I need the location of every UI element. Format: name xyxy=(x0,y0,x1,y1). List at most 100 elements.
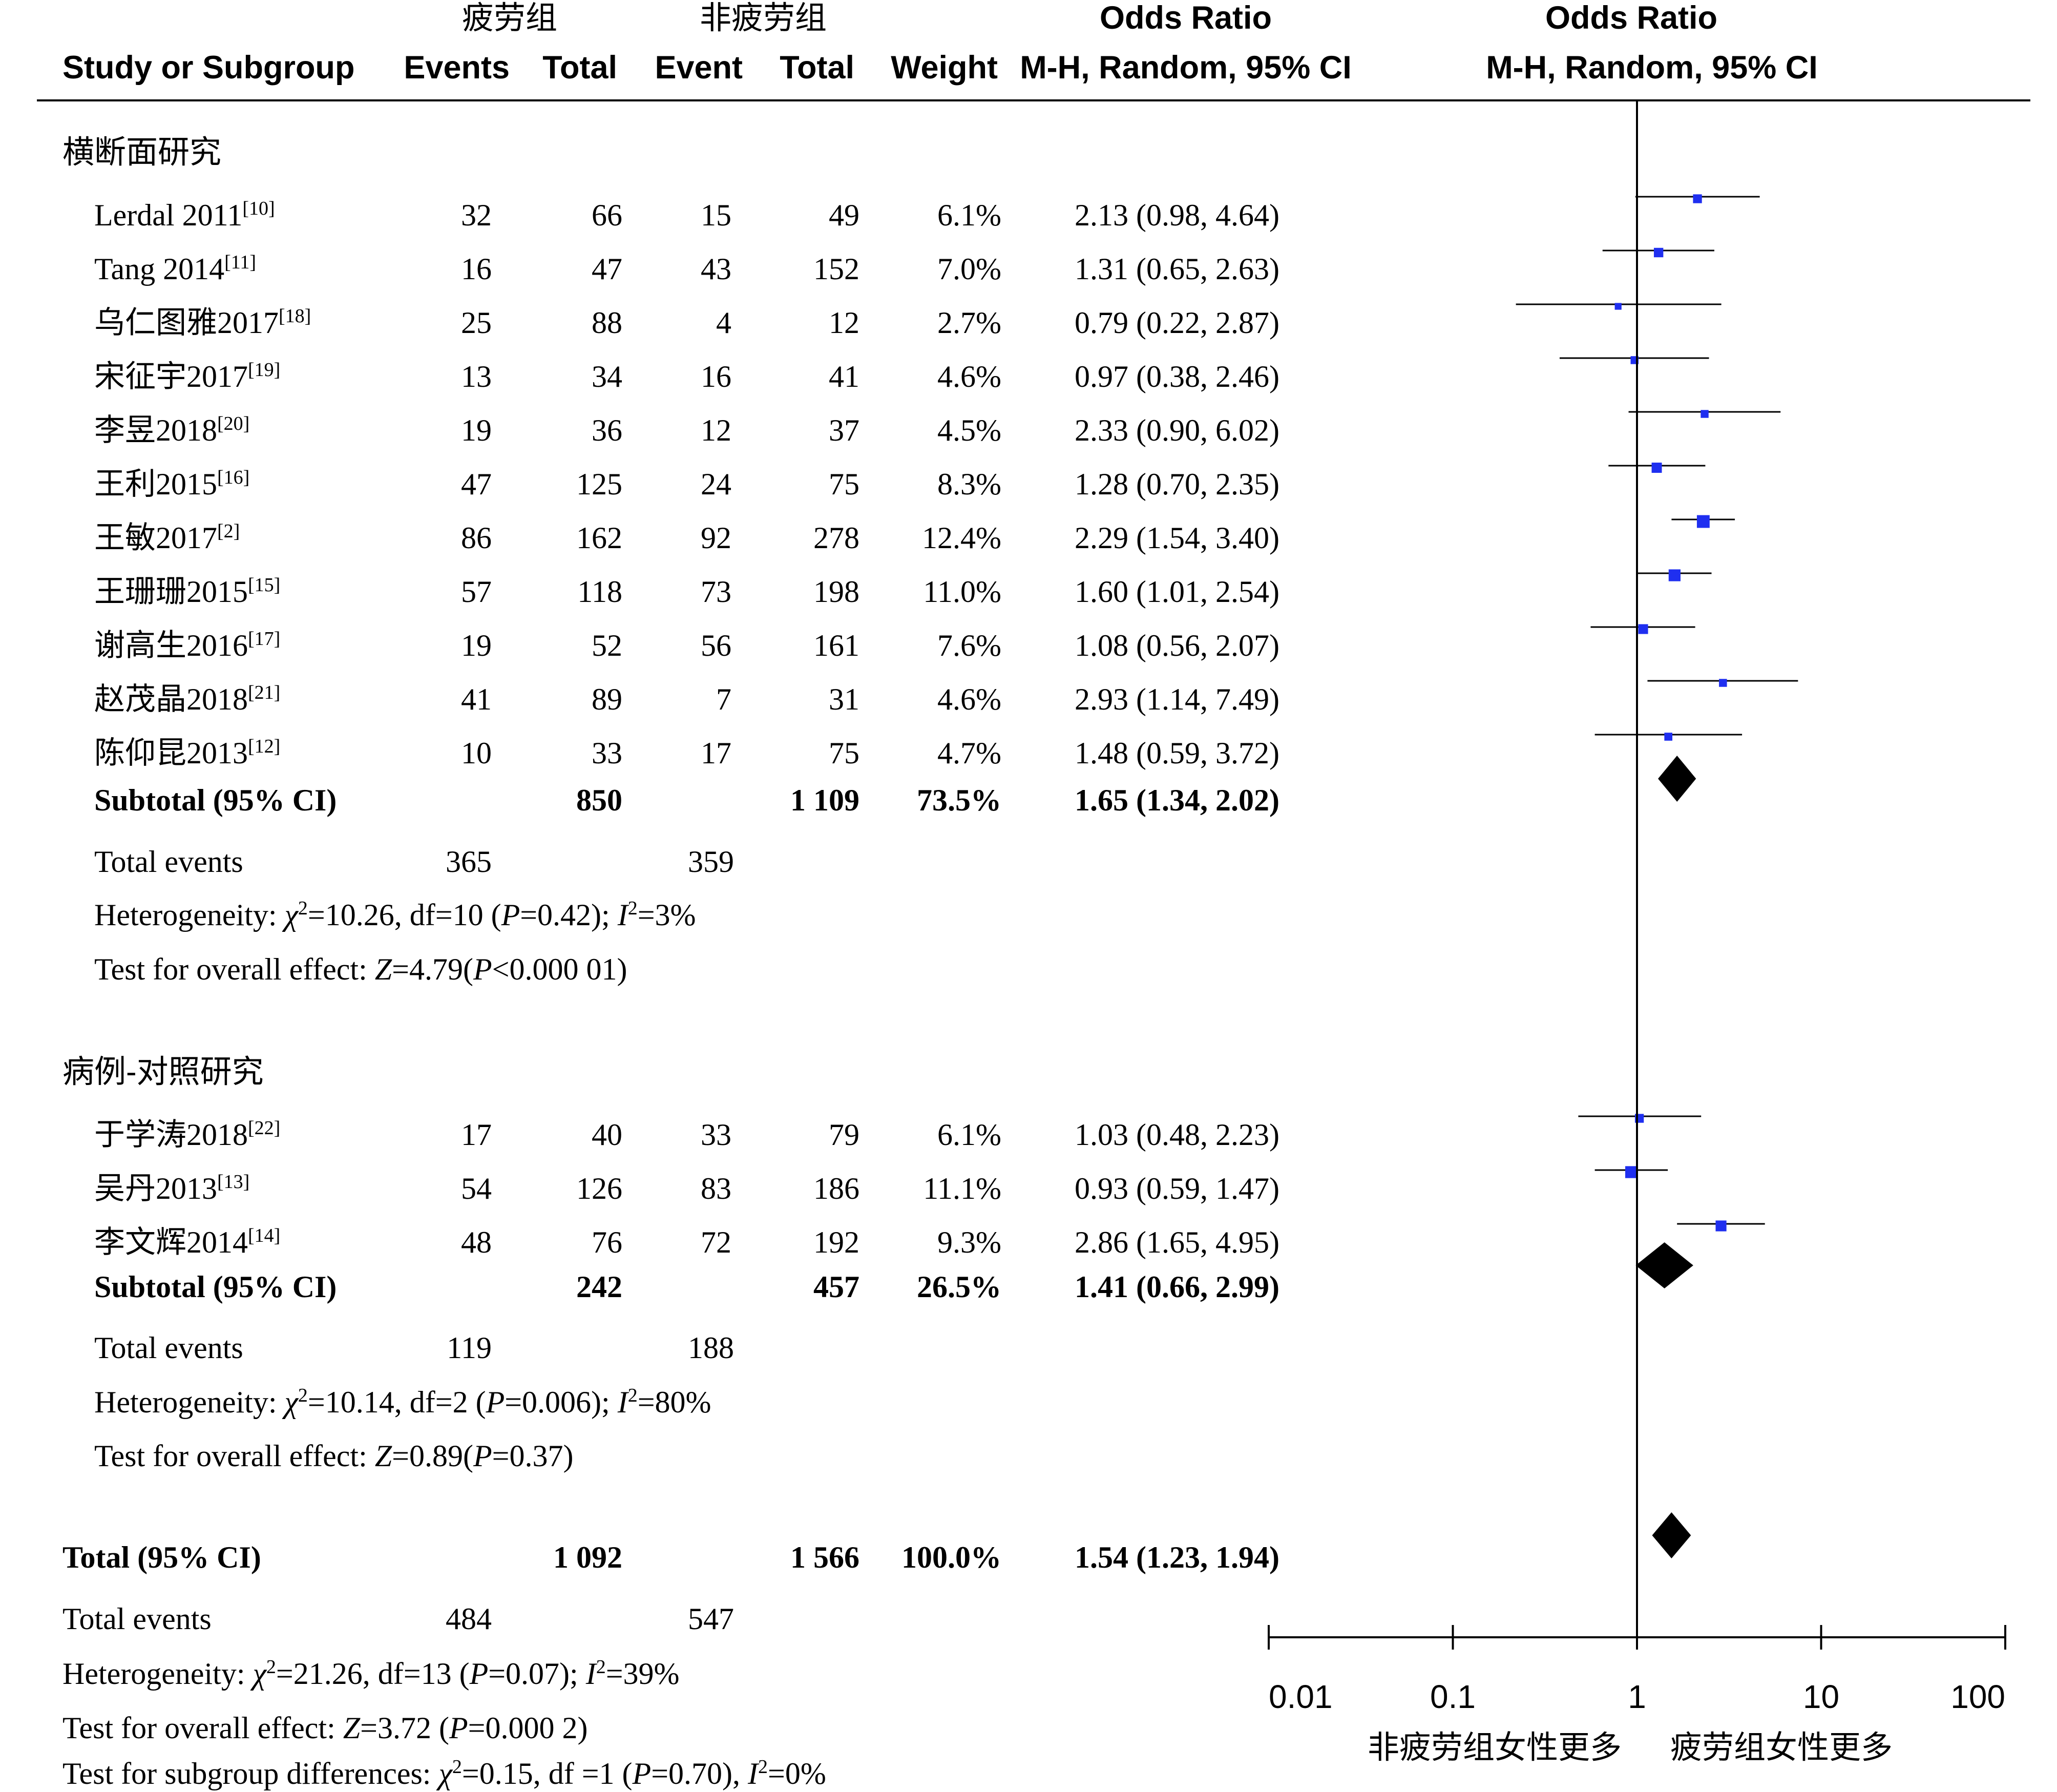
subtotal-1-total2: 1 109 xyxy=(790,783,859,817)
or-text-header: Odds Ratio xyxy=(1100,0,1272,36)
study-events1: 19 xyxy=(461,629,492,662)
study-weight: 7.6% xyxy=(937,629,1001,662)
weight-header: Weight xyxy=(891,50,998,86)
total-label: Total (95% CI) xyxy=(62,1540,261,1574)
study-total2: 75 xyxy=(829,467,859,501)
study-weight: 9.3% xyxy=(937,1225,1001,1259)
total-events-2-events1: 119 xyxy=(447,1331,492,1365)
events1-header: Events xyxy=(404,50,510,86)
study-events1: 41 xyxy=(461,682,492,716)
subtotal-2-label: Subtotal (95% CI) xyxy=(94,1270,337,1304)
study-weight: 4.7% xyxy=(937,736,1001,770)
study-weight: 2.7% xyxy=(937,306,1001,340)
total2-header: Total xyxy=(780,50,854,86)
total-events-events1: 484 xyxy=(446,1602,492,1636)
subtotal-1-weight: 73.5% xyxy=(917,783,1001,817)
x-tick-label: 0.1 xyxy=(1430,1678,1476,1715)
favours-right-label: 疲劳组女性更多 xyxy=(1670,1730,1893,1765)
total-events-events2: 547 xyxy=(688,1602,734,1636)
table-body: 横断面研究 Lerdal 2011[10] 32 66 15 49 6.1% 2.13 (0.… xyxy=(62,135,1279,1790)
x-tick-label: 0.01 xyxy=(1269,1678,1333,1715)
study-events1: 25 xyxy=(461,306,492,340)
study-total2: 31 xyxy=(829,682,859,716)
study-events2: 33 xyxy=(701,1118,731,1152)
study-total2: 152 xyxy=(813,252,859,286)
study-or-ci: 0.97 (0.38, 2.46) xyxy=(1075,360,1279,393)
study-total1: 125 xyxy=(576,467,622,501)
study-events2: 7 xyxy=(716,682,731,716)
subtotal-2-total1: 242 xyxy=(576,1270,622,1304)
study-total2: 278 xyxy=(813,521,859,555)
heterogeneity-1: Heterogeneity: χ2=10.26, df=10 (P=0.42);… xyxy=(94,898,696,932)
study-total1: 76 xyxy=(592,1225,622,1259)
study-marker xyxy=(1638,624,1648,634)
study-or-ci: 1.31 (0.65, 2.63) xyxy=(1075,252,1279,286)
study-name: 吴丹2013[13] xyxy=(94,1171,249,1205)
study-marker xyxy=(1715,1220,1727,1232)
heterogeneity-2: Heterogeneity: χ2=10.14, df=2 (P=0.006);… xyxy=(94,1385,711,1419)
study-total1: 89 xyxy=(592,682,622,716)
total-total2: 1 566 xyxy=(790,1540,859,1574)
study-weight: 6.1% xyxy=(937,1118,1001,1152)
study-total2: 192 xyxy=(813,1225,859,1259)
study-events1: 32 xyxy=(461,198,492,232)
study-total2: 49 xyxy=(829,198,859,232)
x-tick-label: 100 xyxy=(1950,1678,2005,1715)
study-weight: 7.0% xyxy=(937,252,1001,286)
study-events2: 73 xyxy=(701,575,731,609)
subtotal-1-label: Subtotal (95% CI) xyxy=(94,783,337,817)
study-events1: 13 xyxy=(461,360,492,393)
study-events1: 19 xyxy=(461,413,492,447)
study-weight: 6.1% xyxy=(937,198,1001,232)
study-events2: 16 xyxy=(701,360,731,393)
study-name: 王敏2017[2] xyxy=(94,520,240,555)
study-weight: 11.1% xyxy=(923,1172,1001,1205)
study-column-header: Study or Subgroup xyxy=(62,50,354,86)
subtotal-2-total2: 457 xyxy=(813,1270,859,1304)
subtotal-2-weight: 26.5% xyxy=(917,1270,1001,1304)
study-marker xyxy=(1664,733,1673,741)
total-or-ci: 1.54 (1.23, 1.94) xyxy=(1075,1540,1279,1574)
study-total1: 36 xyxy=(592,413,622,447)
x-tick-label: 10 xyxy=(1803,1678,1839,1715)
study-name: 赵茂晶2018[21] xyxy=(94,682,280,716)
study-events2: 12 xyxy=(701,413,731,447)
study-events1: 57 xyxy=(461,575,492,609)
overall-effect-total: Test for overall effect: Z=3.72 (P=0.000… xyxy=(62,1711,587,1745)
study-events1: 86 xyxy=(461,521,492,555)
study-total1: 88 xyxy=(592,306,622,340)
total-events-label: Total events xyxy=(62,1602,212,1636)
group1-header: 疲劳组 xyxy=(462,1,557,36)
study-total1: 33 xyxy=(592,736,622,770)
heterogeneity-total: Heterogeneity: χ2=21.26, df=13 (P=0.07);… xyxy=(62,1656,680,1691)
study-weight: 11.0% xyxy=(923,575,1001,609)
study-events2: 72 xyxy=(701,1225,731,1259)
study-or-ci: 2.29 (1.54, 3.40) xyxy=(1075,521,1279,555)
study-total2: 75 xyxy=(829,736,859,770)
study-marker xyxy=(1696,515,1710,528)
overall-effect-2: Test for overall effect: Z=0.89(P=0.37) xyxy=(94,1439,573,1473)
study-marker xyxy=(1693,194,1702,203)
study-marker xyxy=(1701,410,1709,418)
group2-header: 非疲劳组 xyxy=(700,1,827,36)
study-total1: 162 xyxy=(576,521,622,555)
study-total1: 118 xyxy=(577,575,622,609)
subgroup-differences: Test for subgroup differences: χ2=0.15, … xyxy=(62,1756,826,1790)
study-events1: 47 xyxy=(461,467,492,501)
total-events-2-events2: 188 xyxy=(688,1331,734,1365)
study-total2: 12 xyxy=(829,306,859,340)
favours-left-label: 非疲劳组女性更多 xyxy=(1368,1730,1622,1765)
study-total2: 186 xyxy=(813,1172,859,1205)
study-or-ci: 2.93 (1.14, 7.49) xyxy=(1075,682,1279,716)
study-name: 乌仁图雅2017[18] xyxy=(94,305,311,340)
study-or-ci: 1.28 (0.70, 2.35) xyxy=(1075,467,1279,501)
study-events1: 17 xyxy=(461,1118,492,1152)
study-marker xyxy=(1653,247,1664,258)
x-tick-label: 1 xyxy=(1628,1678,1646,1715)
study-total1: 40 xyxy=(592,1118,622,1152)
or-plot-header: Odds Ratio xyxy=(1545,0,1717,36)
study-name: Lerdal 2011[10] xyxy=(94,198,275,232)
study-events1: 16 xyxy=(461,252,492,286)
study-or-ci: 0.79 (0.22, 2.87) xyxy=(1075,306,1279,340)
study-total2: 37 xyxy=(829,413,859,447)
